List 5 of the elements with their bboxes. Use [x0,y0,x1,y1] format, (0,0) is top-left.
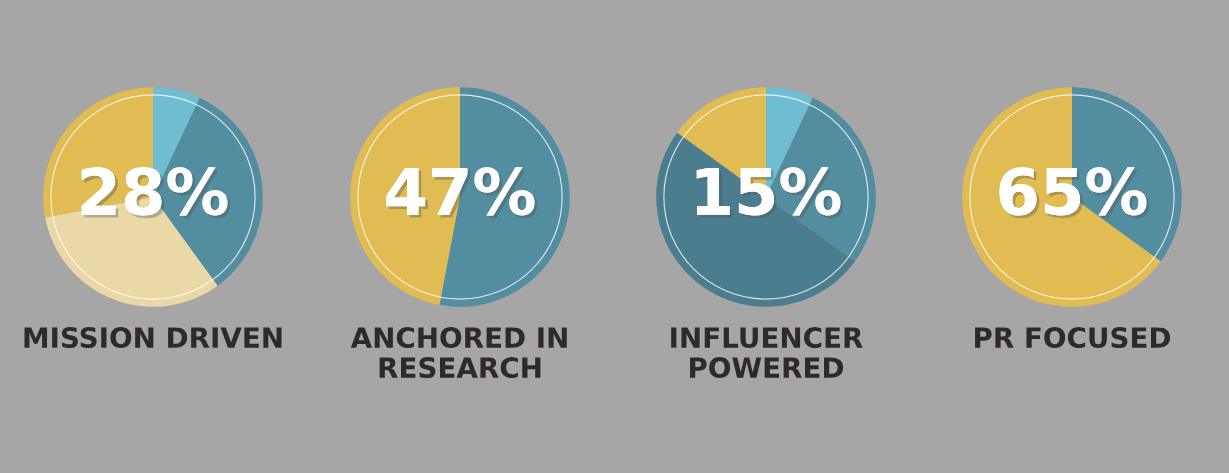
text: PR FOCUSED [975,327,1171,349]
text: INFLUENCER POWERED [671,327,863,379]
text: 15% [696,167,844,219]
text: MISSION DRIVEN [24,327,282,349]
text: ANCHORED IN RESEARCH [350,327,567,379]
